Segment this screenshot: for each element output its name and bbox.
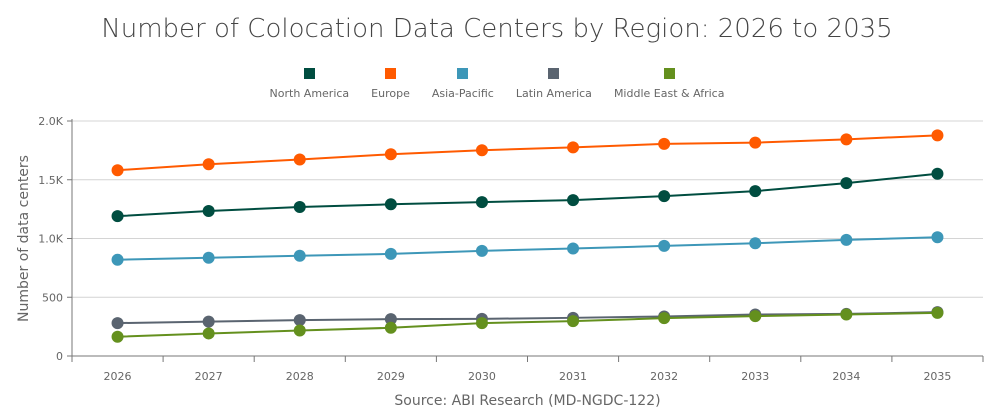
data-point bbox=[658, 190, 671, 203]
data-point bbox=[931, 231, 944, 244]
series-line-middle-east-africa bbox=[117, 311, 938, 338]
x-tick-label: 2031 bbox=[559, 370, 587, 383]
data-point bbox=[202, 158, 215, 171]
data-point bbox=[567, 242, 580, 255]
y-tick-label: 0 bbox=[56, 350, 63, 363]
series-line-latin-america bbox=[117, 311, 938, 325]
data-point bbox=[111, 317, 124, 330]
data-point bbox=[931, 129, 944, 142]
legend-swatch bbox=[663, 68, 675, 79]
data-point bbox=[567, 141, 580, 154]
x-tick-label: 2034 bbox=[832, 370, 860, 383]
x-tick-label: 2035 bbox=[923, 370, 951, 383]
y-tick-label: 1.5K bbox=[38, 174, 63, 187]
source-label: Source: ABI Research (MD-NGDC-122) bbox=[394, 393, 660, 409]
data-point bbox=[384, 313, 397, 326]
data-point bbox=[475, 317, 488, 330]
data-point bbox=[202, 205, 215, 218]
y-tick-label: 500 bbox=[42, 291, 63, 304]
series-line-europe bbox=[117, 134, 938, 172]
data-point bbox=[931, 167, 944, 180]
data-point bbox=[111, 210, 124, 223]
data-point bbox=[658, 137, 671, 150]
data-point bbox=[475, 144, 488, 157]
data-point bbox=[384, 321, 397, 334]
legend-item[interactable]: North America bbox=[269, 68, 350, 100]
legend-item[interactable]: Europe bbox=[371, 68, 410, 100]
data-point bbox=[111, 164, 124, 177]
data-point bbox=[749, 310, 762, 323]
x-tick-label: 2029 bbox=[377, 370, 405, 383]
y-tick-label: 2.0K bbox=[38, 115, 63, 128]
legend: North America Europe Asia-Pacific Latin Ame… bbox=[0, 68, 994, 100]
x-tick-label: 2028 bbox=[286, 370, 314, 383]
data-point bbox=[202, 251, 215, 264]
data-point bbox=[293, 314, 306, 327]
legend-label: North America bbox=[269, 87, 350, 100]
data-point bbox=[384, 247, 397, 260]
data-point bbox=[293, 201, 306, 214]
data-point bbox=[384, 148, 397, 161]
legend-label: Europe bbox=[371, 87, 410, 100]
data-point bbox=[658, 312, 671, 325]
data-point bbox=[749, 237, 762, 250]
legend-label: Asia-Pacific bbox=[431, 87, 494, 100]
data-point bbox=[749, 185, 762, 198]
x-tick-label: 2030 bbox=[468, 370, 496, 383]
data-point bbox=[567, 194, 580, 207]
legend-item[interactable]: Middle East & Africa bbox=[613, 68, 725, 100]
data-point bbox=[384, 198, 397, 211]
data-point bbox=[202, 327, 215, 340]
data-point bbox=[475, 196, 488, 209]
x-tick-label: 2032 bbox=[650, 370, 678, 383]
legend-swatch bbox=[457, 68, 469, 79]
y-tick-label: 1.0K bbox=[38, 233, 63, 246]
legend-item[interactable]: Latin America bbox=[516, 68, 592, 100]
data-point bbox=[202, 315, 215, 328]
data-point bbox=[293, 153, 306, 166]
x-tick-label: 2033 bbox=[741, 370, 769, 383]
data-point bbox=[293, 324, 306, 337]
y-axis-label: Number of data centers bbox=[16, 155, 32, 322]
data-point bbox=[749, 136, 762, 149]
data-point bbox=[293, 249, 306, 262]
data-point bbox=[840, 308, 853, 321]
data-point bbox=[840, 177, 853, 190]
chart-title: Number of Colocation Data Centers by Reg… bbox=[101, 14, 893, 44]
x-tick-label: 2026 bbox=[104, 370, 132, 383]
data-point bbox=[840, 233, 853, 246]
series-line-north-america bbox=[117, 172, 938, 218]
data-point bbox=[931, 306, 944, 319]
data-point bbox=[111, 330, 124, 343]
legend-item[interactable]: Asia-Pacific bbox=[432, 68, 494, 100]
data-point bbox=[840, 133, 853, 146]
data-point bbox=[567, 315, 580, 328]
data-point bbox=[475, 244, 488, 257]
x-tick-label: 2027 bbox=[195, 370, 223, 383]
data-point bbox=[658, 239, 671, 252]
legend-label: Middle East & Africa bbox=[613, 87, 725, 100]
data-point bbox=[111, 253, 124, 266]
legend-label: Latin America bbox=[515, 87, 592, 100]
legend-swatch bbox=[548, 68, 560, 79]
series-line-asia-pacific bbox=[117, 236, 938, 261]
legend-swatch bbox=[303, 68, 315, 79]
legend-swatch bbox=[385, 68, 397, 79]
